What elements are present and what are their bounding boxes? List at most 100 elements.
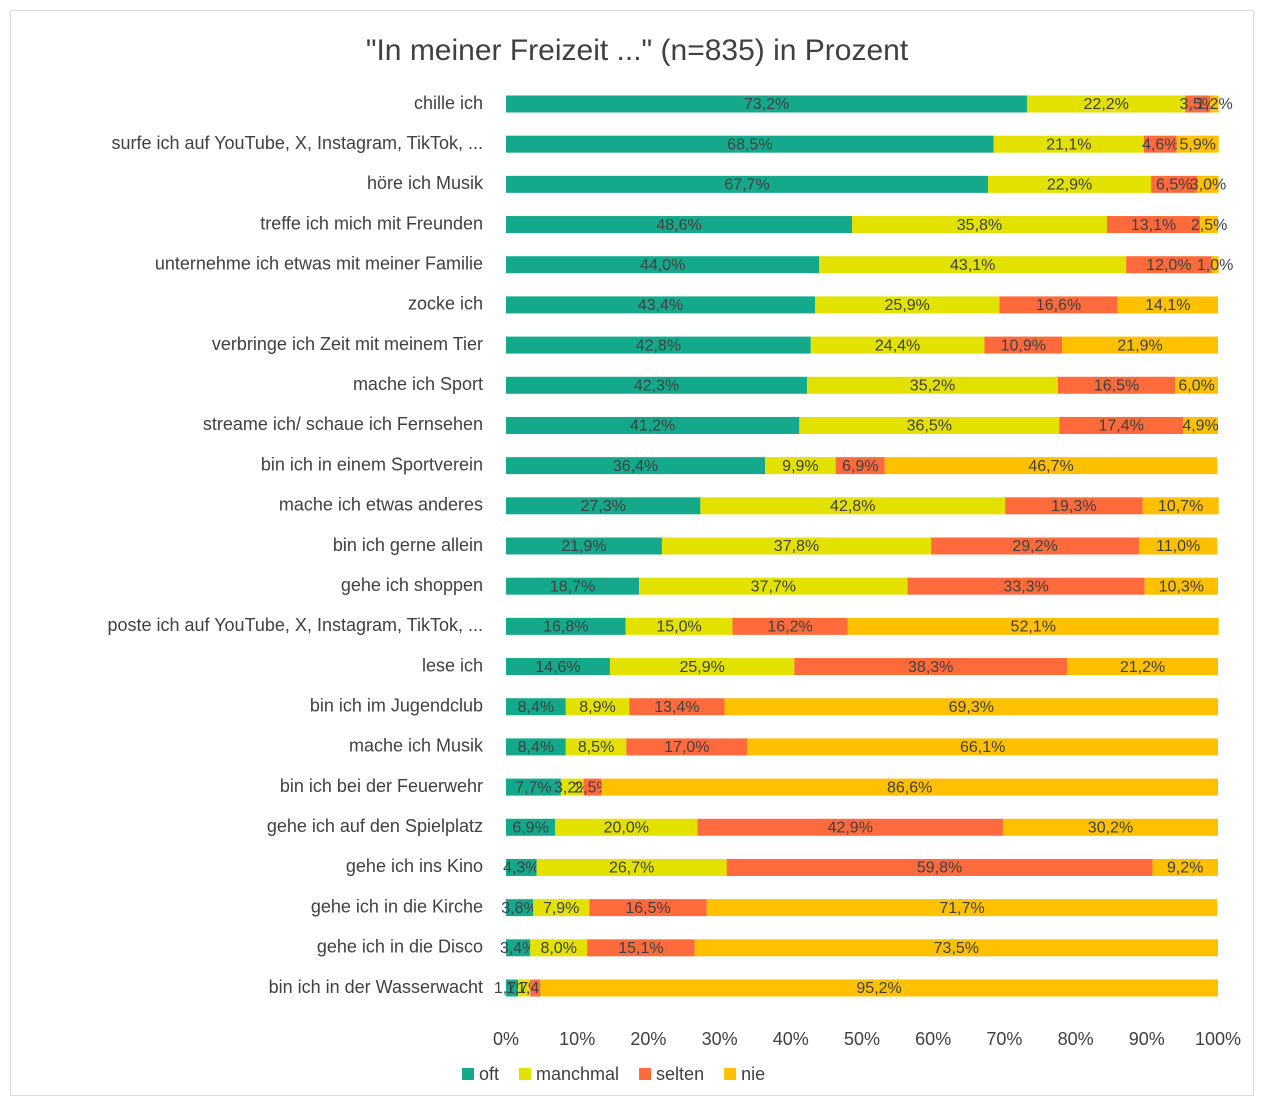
bar-segment — [884, 457, 1218, 475]
bar-segment — [815, 296, 1000, 314]
category-label: poste ich auf YouTube, X, Instagram, Tik… — [107, 615, 483, 635]
bar-segment — [639, 577, 908, 595]
data-label: 8,4% — [518, 699, 554, 716]
category-label: unternehme ich etwas mit meiner Familie — [155, 253, 483, 273]
data-label: 4,6% — [1142, 136, 1178, 153]
data-label: 42,8% — [830, 498, 875, 515]
bar-segment — [506, 738, 566, 756]
bar-segment — [993, 135, 1144, 153]
bar-segment — [506, 175, 989, 193]
bar-segment — [506, 979, 519, 997]
category-label: höre ich Musik — [367, 173, 484, 193]
chart-title: "In meiner Freizeit ..." (n=835) in Proz… — [366, 34, 909, 67]
bar-segment — [609, 658, 795, 676]
bar-segment — [807, 376, 1058, 394]
bar-segment — [1175, 376, 1218, 394]
data-label: 14,6% — [535, 659, 580, 676]
legend-swatch — [519, 1068, 532, 1080]
data-label: 16,2% — [767, 619, 812, 636]
data-label: 73,5% — [934, 940, 979, 957]
bar-segment — [1126, 256, 1212, 274]
category-label: gehe ich in die Disco — [317, 937, 483, 957]
bar-segment — [506, 537, 662, 555]
data-label: 67,7% — [724, 177, 769, 194]
bar-segment — [1143, 135, 1177, 153]
category-label: bin ich in einem Sportverein — [261, 454, 483, 474]
data-label: 6,9% — [512, 819, 548, 836]
data-label: 30,2% — [1088, 819, 1133, 836]
category-label: zocke ich — [408, 294, 483, 314]
bar-segment — [536, 858, 727, 876]
data-label: 7,7% — [515, 779, 551, 796]
data-label: 22,9% — [1047, 177, 1092, 194]
bar-segment — [565, 698, 630, 716]
bar-segment — [694, 939, 1218, 957]
bar-segment — [1117, 296, 1218, 314]
data-label: 8,9% — [579, 699, 615, 716]
category-label: surfe ich auf YouTube, X, Instagram, Tik… — [111, 133, 483, 153]
data-label: 69,3% — [949, 699, 994, 716]
data-label: 41,2% — [630, 418, 675, 435]
bar-segment — [506, 818, 556, 836]
bar-segment — [506, 135, 994, 153]
bar-segment — [1138, 537, 1218, 555]
bar-segment — [931, 537, 1139, 555]
bar-segment — [530, 939, 588, 957]
bar-segment — [1185, 95, 1211, 113]
data-label: 10,7% — [1158, 498, 1203, 515]
data-label: 4,9% — [1182, 418, 1218, 435]
bar-segment — [1059, 416, 1184, 434]
category-label: verbringe ich Zeit mit meinem Tier — [212, 334, 483, 354]
data-label: 16,8% — [543, 619, 588, 636]
data-label: 3,8% — [501, 900, 537, 917]
bar-segment — [506, 336, 811, 354]
bar-segment — [601, 778, 1218, 796]
data-label: 35,2% — [910, 377, 955, 394]
data-label: 15,1% — [618, 940, 663, 957]
bar-segment — [1211, 256, 1219, 274]
bar-segment — [907, 577, 1145, 595]
data-label: 73,2% — [744, 96, 789, 113]
x-tick-label: 20% — [630, 1029, 666, 1049]
data-label: 1,0% — [1197, 257, 1233, 274]
data-label: 12,0% — [1146, 257, 1191, 274]
data-label: 21,1% — [1046, 136, 1091, 153]
bar-segment — [555, 818, 698, 836]
data-label: 66,1% — [960, 739, 1005, 756]
data-label: 59,8% — [917, 860, 962, 877]
category-label: gehe ich shoppen — [341, 575, 483, 595]
x-tick-label: 80% — [1058, 1029, 1094, 1049]
data-label: 27,3% — [581, 498, 626, 515]
bar-segment — [1005, 497, 1143, 515]
bar-segment — [506, 95, 1028, 113]
bar-segment — [506, 858, 537, 876]
bar-segment — [1210, 95, 1219, 113]
data-label: 3,5% — [1179, 96, 1215, 113]
x-tick-label: 70% — [986, 1029, 1022, 1049]
data-label: 16,5% — [625, 900, 670, 917]
bar-segment — [506, 497, 701, 515]
data-label: 20,0% — [604, 819, 649, 836]
data-label: 86,6% — [887, 779, 932, 796]
data-label: 68,5% — [727, 136, 772, 153]
data-label: 16,6% — [1036, 297, 1081, 314]
bar-segment — [589, 899, 707, 917]
data-label: 9,9% — [782, 458, 818, 475]
data-label: 24,4% — [875, 337, 920, 354]
category-label: treffe ich mich mit Freunden — [260, 213, 483, 233]
bar-segment — [506, 216, 853, 234]
bar-segment — [700, 497, 1006, 515]
bar-segment — [1183, 416, 1218, 434]
bar-segment — [984, 336, 1063, 354]
data-label: 48,6% — [656, 217, 701, 234]
bar-segment — [819, 256, 1127, 274]
data-label: 25,9% — [679, 659, 724, 676]
category-label: bin ich bei der Feuerwehr — [280, 776, 483, 796]
data-label: 36,5% — [907, 418, 952, 435]
category-label: gehe ich ins Kino — [346, 856, 483, 876]
legend-label: selten — [656, 1064, 704, 1084]
bar-segment — [765, 457, 836, 475]
data-label: 25,9% — [885, 297, 930, 314]
bar-segment — [506, 658, 610, 676]
